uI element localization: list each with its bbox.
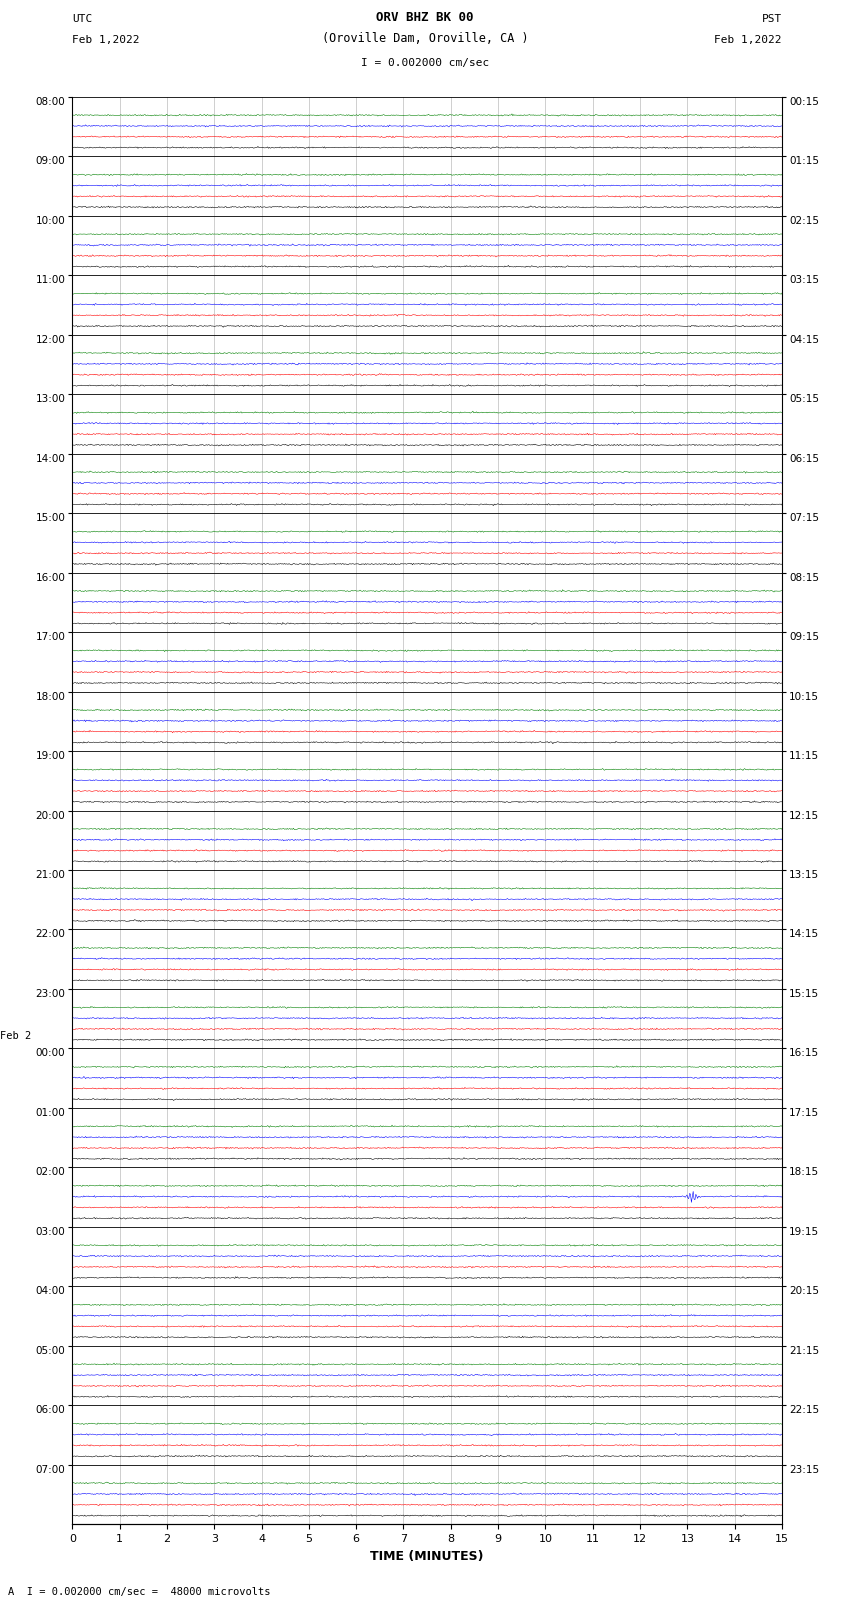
Text: PST: PST — [762, 15, 782, 24]
X-axis label: TIME (MINUTES): TIME (MINUTES) — [371, 1550, 484, 1563]
Text: UTC: UTC — [72, 15, 93, 24]
Text: I = 0.002000 cm/sec: I = 0.002000 cm/sec — [361, 58, 489, 68]
Text: Feb 1,2022: Feb 1,2022 — [72, 35, 139, 45]
Text: A  I = 0.002000 cm/sec =  48000 microvolts: A I = 0.002000 cm/sec = 48000 microvolts — [8, 1587, 271, 1597]
Text: ORV BHZ BK 00: ORV BHZ BK 00 — [377, 11, 473, 24]
Text: (Oroville Dam, Oroville, CA ): (Oroville Dam, Oroville, CA ) — [321, 32, 529, 45]
Text: Feb 1,2022: Feb 1,2022 — [715, 35, 782, 45]
Text: Feb 2: Feb 2 — [0, 1031, 31, 1040]
